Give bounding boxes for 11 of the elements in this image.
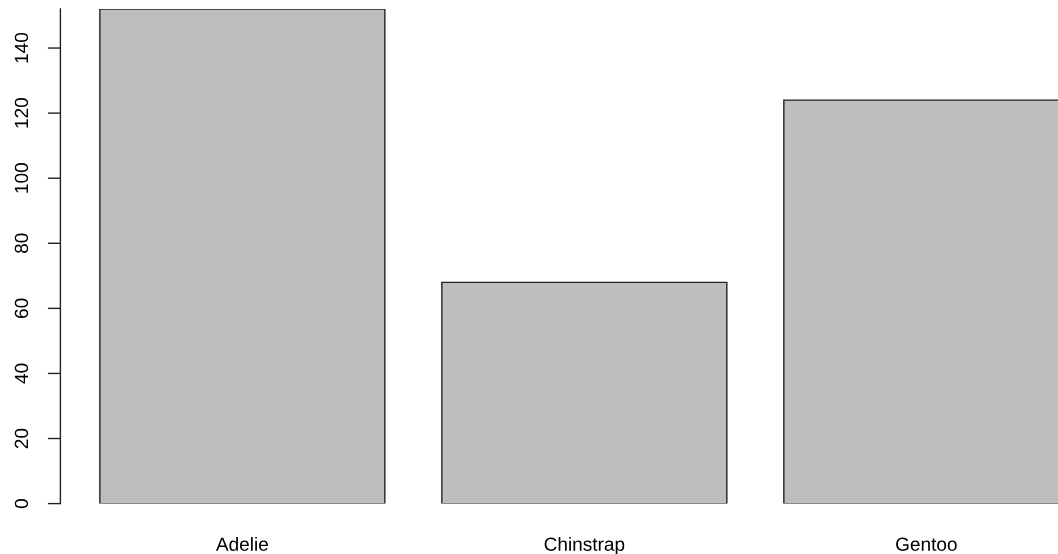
y-tick-label: 40 (14, 363, 29, 384)
y-tick-label: 60 (14, 298, 29, 318)
y-tick-label: 0 (14, 499, 29, 509)
x-tick-label: Chinstrap (544, 536, 625, 554)
y-tick-label: 140 (14, 32, 29, 63)
x-tick-label: Gentoo (896, 537, 957, 551)
x-tick-label: Adelie (215, 536, 268, 551)
y-tick-label: 20 (14, 428, 29, 449)
y-tick-label: 120 (14, 98, 29, 128)
y-tick-label: 80 (14, 233, 29, 254)
y-tick-label: 100 (14, 163, 29, 193)
